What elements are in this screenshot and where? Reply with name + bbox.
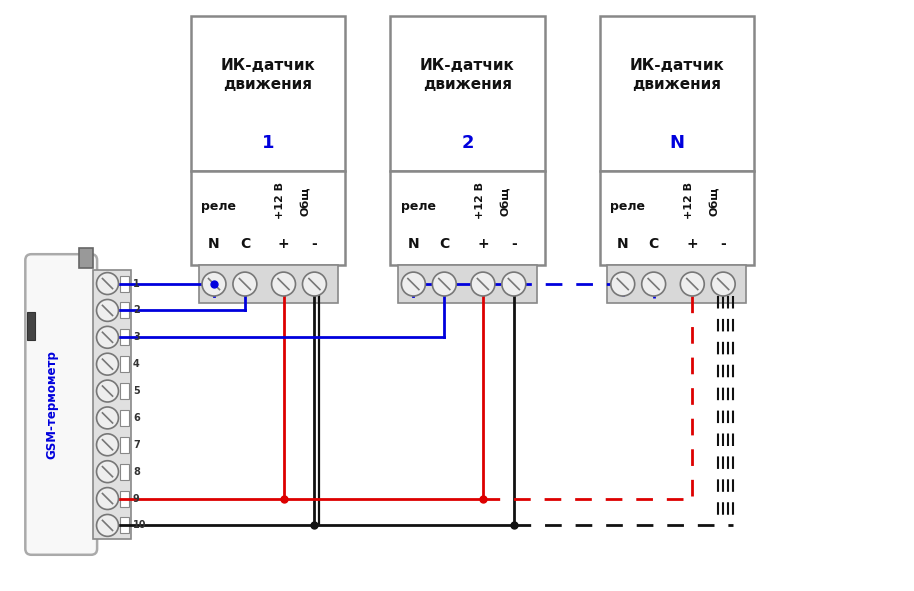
Bar	[27, 312, 36, 340]
Bar	[121, 329, 129, 345]
Text: -: -	[312, 238, 317, 251]
Bar	[191, 17, 345, 171]
Bar	[121, 464, 129, 480]
Text: +: +	[686, 238, 698, 251]
Bar	[121, 518, 129, 533]
Text: 9: 9	[133, 493, 140, 504]
Text: 10: 10	[133, 521, 146, 530]
Text: -: -	[720, 238, 726, 251]
FancyBboxPatch shape	[26, 254, 97, 555]
Circle shape	[611, 272, 634, 296]
Text: 5: 5	[133, 386, 140, 396]
Circle shape	[502, 272, 526, 296]
Circle shape	[97, 515, 119, 537]
Bar	[121, 410, 129, 426]
Text: N: N	[208, 238, 219, 251]
Text: реле: реле	[610, 200, 645, 213]
Bar	[600, 17, 754, 171]
Circle shape	[202, 272, 226, 296]
Circle shape	[432, 272, 456, 296]
Text: 7: 7	[133, 440, 140, 450]
Circle shape	[97, 353, 119, 375]
Circle shape	[233, 272, 257, 296]
Text: 8: 8	[133, 467, 140, 477]
Text: C: C	[439, 238, 450, 251]
Bar	[398, 265, 537, 303]
Circle shape	[97, 488, 119, 509]
Text: реле: реле	[201, 200, 236, 213]
Bar	[121, 491, 129, 506]
Circle shape	[97, 272, 119, 294]
Text: 6: 6	[133, 413, 140, 423]
Bar	[191, 171, 345, 265]
Circle shape	[97, 380, 119, 402]
Bar	[93, 270, 131, 539]
Circle shape	[271, 272, 295, 296]
Text: C: C	[649, 238, 659, 251]
Text: 2: 2	[133, 306, 140, 316]
Circle shape	[680, 272, 705, 296]
Text: +12 В: +12 В	[685, 183, 695, 219]
Circle shape	[97, 461, 119, 483]
Circle shape	[642, 272, 665, 296]
Text: 1: 1	[261, 134, 274, 152]
Text: +12 В: +12 В	[475, 183, 484, 219]
Circle shape	[97, 300, 119, 322]
Text: GSM-термометр: GSM-термометр	[46, 350, 58, 459]
Text: +: +	[477, 238, 489, 251]
Circle shape	[97, 407, 119, 429]
Text: 4: 4	[133, 359, 140, 369]
Text: +12 В: +12 В	[275, 183, 285, 219]
Bar	[121, 437, 129, 453]
Circle shape	[711, 272, 735, 296]
Bar	[198, 265, 337, 303]
Bar	[121, 275, 129, 291]
Text: -: -	[511, 238, 516, 251]
Text: Общ: Общ	[300, 186, 310, 216]
Text: N: N	[669, 134, 685, 152]
Bar	[390, 17, 545, 171]
Bar	[121, 383, 129, 399]
Text: +: +	[278, 238, 290, 251]
Circle shape	[303, 272, 326, 296]
Bar	[607, 265, 747, 303]
Circle shape	[97, 326, 119, 348]
Bar	[80, 248, 93, 268]
Text: 3: 3	[133, 332, 140, 342]
Text: 2: 2	[462, 134, 473, 152]
Text: N: N	[617, 238, 629, 251]
Text: ИК-датчик
движения: ИК-датчик движения	[630, 57, 724, 92]
Text: N: N	[408, 238, 420, 251]
Bar	[121, 303, 129, 319]
Text: C: C	[239, 238, 250, 251]
Bar	[600, 171, 754, 265]
Text: Общ: Общ	[709, 186, 719, 216]
Text: реле: реле	[400, 200, 435, 213]
Circle shape	[471, 272, 494, 296]
Bar	[121, 356, 129, 372]
Text: Общ: Общ	[500, 186, 510, 216]
Bar	[390, 171, 545, 265]
Circle shape	[401, 272, 425, 296]
Circle shape	[97, 434, 119, 456]
Text: 1: 1	[133, 278, 140, 288]
Text: ИК-датчик
движения: ИК-датчик движения	[220, 57, 315, 92]
Text: ИК-датчик
движения: ИК-датчик движения	[420, 57, 515, 92]
